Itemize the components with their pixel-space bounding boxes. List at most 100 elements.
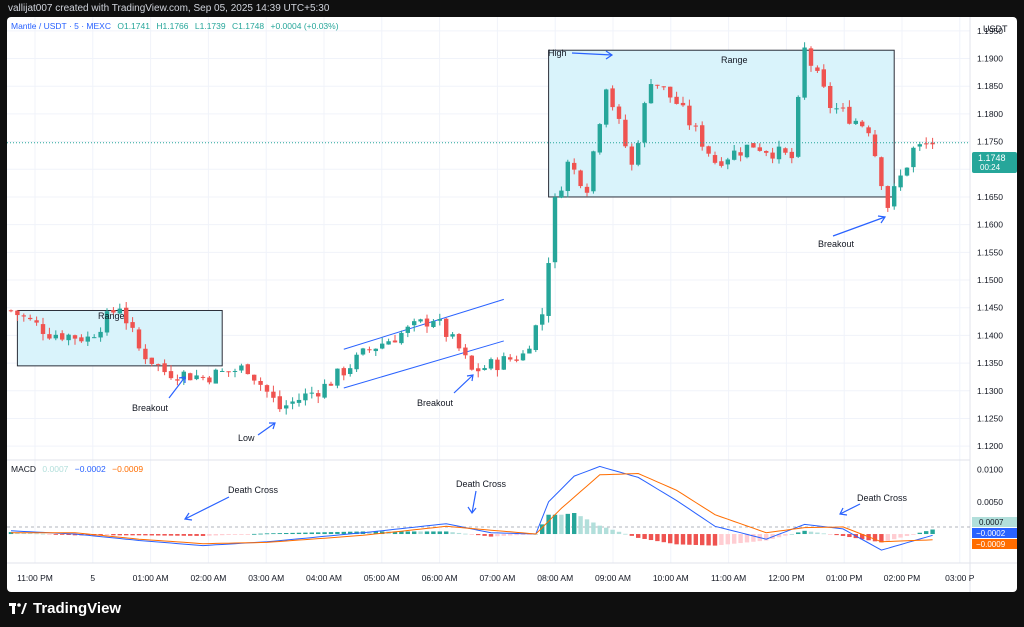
macd-histogram [8, 513, 935, 546]
candle-body [828, 85, 833, 108]
candle-body [834, 108, 839, 110]
macd-hist-bar [200, 534, 206, 536]
macd-hist-bar [188, 534, 193, 536]
time-tick-label: 04:00 AM [306, 573, 342, 583]
range-boxes[interactable] [16, 49, 895, 367]
candles [8, 42, 935, 415]
macd-hist-bar [911, 534, 916, 535]
macd-hist-bar [680, 534, 686, 545]
candle-body [213, 369, 218, 384]
candle-body [808, 48, 814, 66]
candle-body [559, 190, 564, 198]
candle-body [124, 307, 129, 324]
candle-body [380, 343, 385, 349]
macd-hist-bar [104, 534, 110, 536]
candle-body [47, 334, 52, 339]
macd-hist-bar [335, 531, 340, 535]
candle-body [924, 143, 929, 145]
ohlc-low: L1.1739 [195, 21, 226, 31]
breakout-arrow-1 [168, 376, 186, 399]
candle-body [885, 186, 890, 208]
macd-hist-bar [572, 513, 577, 535]
ohlc-close: C1.1748 [232, 21, 264, 31]
macd-label: MACD [11, 464, 36, 474]
macd-hist-bar [488, 534, 494, 537]
candle-body [245, 364, 250, 375]
macd-hist-bar [591, 522, 596, 535]
chart-credit: vallijat007 created with TradingView.com… [8, 3, 330, 14]
price-tick-label: 1.1200 [977, 441, 1003, 451]
candle-body [744, 144, 750, 158]
macd-hist-bar [245, 534, 250, 535]
breakout-arrow-1-head [178, 376, 186, 383]
death-cross-arrow-2-head [467, 506, 477, 515]
death-cross-label-2: Death Cross [456, 479, 507, 489]
price-tick-label: 1.1600 [977, 220, 1003, 230]
macd-hist-bar [700, 534, 705, 546]
chart-svg[interactable]: 1.19501.19001.18501.18001.17501.17001.16… [7, 17, 1017, 592]
macd-hist-bar [290, 532, 295, 535]
macd-hist-bar [136, 534, 142, 536]
candle-body [578, 170, 583, 187]
low-label: Low [238, 433, 255, 443]
annotation-arrows[interactable] [168, 50, 887, 521]
macd-hist-bar [456, 532, 462, 535]
macd-hist-bar [610, 529, 615, 535]
candle-body [418, 319, 423, 322]
price-tick-label: 1.1550 [977, 247, 1003, 257]
range-box[interactable] [548, 49, 895, 198]
breakout-label-1: Breakout [132, 403, 169, 413]
candle-body [680, 102, 686, 106]
candle-body [482, 368, 487, 371]
price-tick-label: 1.1450 [977, 303, 1003, 313]
candle-body [258, 380, 263, 385]
candle-body [424, 318, 430, 327]
candle-body [597, 124, 602, 153]
candle-body [463, 347, 468, 356]
candle-body [892, 186, 897, 207]
channel-lower-line[interactable] [343, 340, 504, 389]
candle-body [85, 336, 90, 342]
candle-body [450, 334, 455, 337]
candle-body [354, 354, 359, 370]
macd-hist-bar [629, 534, 634, 536]
candle-body [687, 105, 692, 126]
macd-hist-bar [476, 534, 481, 536]
time-tick-label: 01:00 PM [826, 573, 862, 583]
annotations[interactable]: Range Range High Low Breakout Breakout B… [98, 48, 908, 503]
macd-hist-bar [924, 531, 929, 535]
candle-body [514, 359, 519, 361]
trend-channel[interactable] [343, 298, 504, 389]
chart-panel[interactable]: 1.19501.19001.18501.18001.17501.17001.16… [7, 17, 1017, 592]
channel-upper-line[interactable] [343, 298, 504, 350]
candle-body [412, 321, 417, 326]
macd-hist-bar [744, 534, 750, 543]
candle-body [104, 311, 110, 333]
footer-bar: TradingView [0, 592, 1024, 627]
candle-body [604, 89, 609, 125]
candle-body [341, 368, 346, 376]
macd-hist-bar [309, 532, 314, 535]
candle-body [386, 341, 391, 345]
macd-hist-bar [412, 531, 417, 535]
macd-hist-bar [706, 534, 711, 546]
tradingview-logo[interactable]: TradingView [9, 600, 121, 617]
macd-hist-bar [444, 531, 449, 535]
price-tick-label: 1.1900 [977, 54, 1003, 64]
macd-hist-bar [847, 534, 852, 538]
low-arrow-head [269, 422, 276, 430]
high-arrow-head [605, 50, 614, 60]
macd-hist-bar [66, 534, 71, 535]
macd-hist-bar [296, 532, 302, 535]
candle-body [642, 103, 647, 143]
time-tick-label: 07:00 AM [479, 573, 515, 583]
candle-body [802, 47, 807, 98]
macd-hist-bar [220, 534, 225, 536]
candle-body [719, 161, 724, 166]
candle-body [117, 308, 122, 314]
macd-hist-bar [501, 534, 506, 536]
macd-hist-bar [482, 534, 487, 536]
macd-hist-bar [348, 531, 353, 535]
time-tick-label: 03:00 P [945, 573, 975, 583]
candle-body [130, 322, 135, 328]
